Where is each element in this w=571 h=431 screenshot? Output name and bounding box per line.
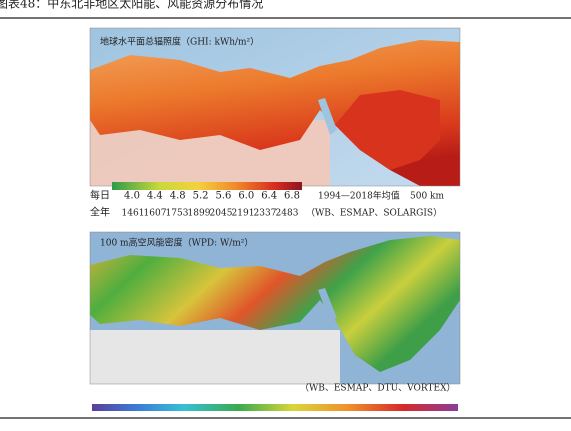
figure-title: 图表48：中东北非地区太阳能、风能资源分布情况 (0, 0, 263, 11)
legend-value: 5.2 (193, 191, 209, 202)
wind-source: （WB、ESMAP、DTU、VORTEX） (300, 383, 456, 394)
period: 1994—2018年均值 (318, 190, 400, 202)
legend-value: 2191 (232, 209, 255, 219)
legend-value: 1899 (188, 209, 211, 219)
annual-values: 1461 1607 1753 1899 2045 2191 2337 2483 (122, 209, 299, 219)
wind-colorbar (92, 404, 458, 411)
legend-value: 2337 (254, 209, 277, 219)
legend-value: 2483 (276, 209, 299, 219)
solar-colorbar (112, 182, 302, 190)
legend-value: 4.0 (124, 191, 140, 202)
wind-map: 100 m高空风能密度（WPD: W/m²） (89, 231, 461, 385)
legend-value: 5.6 (215, 191, 231, 202)
legend-value: 6.0 (238, 191, 254, 202)
solar-map: 地球水平面总辐照度（GHI: kWh/m²） (89, 27, 461, 187)
solar-source: （WB、ESMAP、SOLARGIS） (306, 208, 442, 219)
map-title: 地球水平面总辐照度（GHI: kWh/m²） (100, 36, 259, 48)
scale: 500 km (410, 192, 444, 202)
daily-values: 4.0 4.4 4.8 5.2 5.6 6.0 6.4 6.8 (124, 191, 300, 202)
legend-value: 1461 (122, 209, 145, 219)
map-title: 100 m高空风能密度（WPD: W/m²） (100, 237, 253, 249)
legend-value: 2045 (210, 209, 233, 219)
legend-value: 4.4 (147, 191, 163, 202)
legend-value: 6.8 (284, 191, 300, 202)
legend-value: 4.8 (170, 191, 186, 202)
legend-value: 1607 (144, 209, 167, 219)
annual-label: 全年 (90, 206, 110, 219)
legend-value: 6.4 (261, 191, 277, 202)
legend-value: 1753 (166, 209, 189, 219)
daily-label: 每日 (90, 189, 110, 202)
